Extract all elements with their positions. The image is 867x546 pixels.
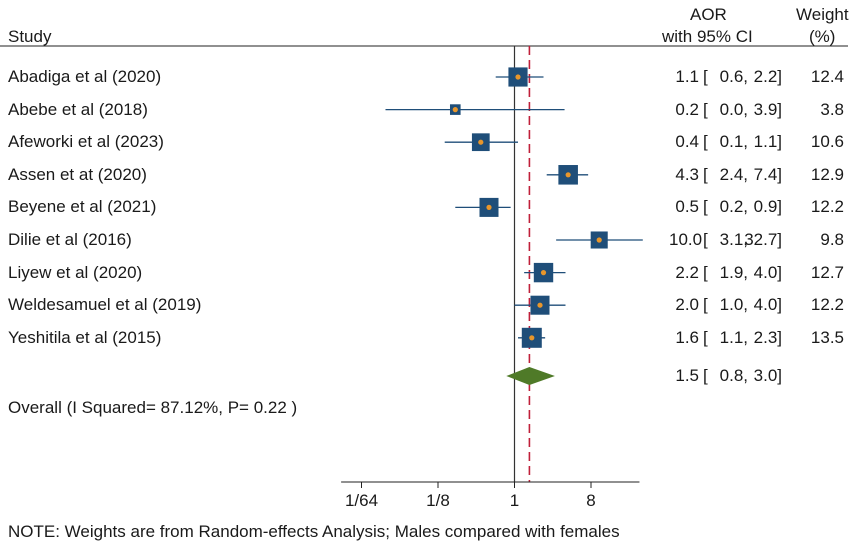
study-column-header: Study <box>8 27 52 46</box>
study-ci-lower: 0.1, <box>719 132 748 152</box>
study-aor: 1.6 <box>675 327 699 347</box>
study-name: Weldesamuel et al (2019) <box>8 295 202 315</box>
study-weight: 12.9 <box>810 164 844 184</box>
study-name: Yeshitila et al (2015) <box>8 327 162 347</box>
study-ci-upper: 4.0] <box>753 295 782 315</box>
study-ci-lower: 1.0, <box>719 295 748 315</box>
study-ci-bracket: [ <box>703 295 708 315</box>
study-ci-bracket: [ <box>703 262 708 282</box>
study-ci-bracket: [ <box>703 327 708 347</box>
study-ci-bracket: [ <box>703 230 708 249</box>
overall-aor: 1.5 <box>675 366 699 385</box>
overall-lower: 0.8, <box>719 366 748 385</box>
study-weight: 10.6 <box>810 132 844 152</box>
study-aor: 2.2 <box>675 262 699 282</box>
point-estimate <box>596 237 602 243</box>
study-aor: 4.3 <box>675 164 699 184</box>
study-ci-lower: 0.2, <box>719 197 748 217</box>
aor-header-line2: with 95% CI <box>662 27 753 46</box>
x-tick-label: 1/64 <box>345 491 378 510</box>
study-weight: 13.5 <box>810 327 844 347</box>
study-weight: 12.2 <box>810 197 844 217</box>
point-estimate <box>565 172 571 178</box>
overall-label: Overall (I Squared= 87.12%, P= 0.22 ) <box>8 398 298 417</box>
study-ci-upper: 7.4] <box>753 164 782 184</box>
point-estimate <box>529 335 535 341</box>
study-weight: 9.8 <box>820 230 844 249</box>
study-ci-bracket: [ <box>703 132 708 152</box>
study-weight: 3.8 <box>820 99 844 119</box>
study-aor: 1.1 <box>675 67 699 86</box>
overall-diamond <box>506 367 555 385</box>
study-aor: 10.0 <box>669 230 703 249</box>
study-ci-upper: 32.7] <box>744 230 782 249</box>
footnote: NOTE: Weights are from Random-effects An… <box>8 522 620 541</box>
study-ci-lower: 0.6, <box>719 67 748 86</box>
study-name: Dilie et al (2016) <box>8 230 132 249</box>
study-ci-lower: 2.4, <box>719 164 748 184</box>
point-estimate <box>452 107 458 113</box>
point-estimate <box>486 204 492 210</box>
study-name: Liyew et al (2020) <box>8 262 143 282</box>
study-aor: 0.4 <box>675 132 699 152</box>
study-ci-bracket: [ <box>703 197 708 217</box>
study-ci-upper: 3.9] <box>753 99 782 119</box>
study-ci-bracket: [ <box>703 67 708 86</box>
study-ci-lower: 0.0, <box>719 99 748 119</box>
aor-header-line1: AOR <box>690 5 727 24</box>
point-estimate <box>540 270 547 276</box>
x-tick-label: 1 <box>510 491 519 510</box>
x-tick-label: 8 <box>586 491 595 510</box>
study-name: Abebe et al (2018) <box>8 99 148 119</box>
study-weight: 12.2 <box>810 295 844 315</box>
weight-header-line2: (%) <box>809 27 836 46</box>
study-ci-bracket: [ <box>703 99 708 119</box>
point-estimate <box>537 302 543 308</box>
overall-bracket: [ <box>703 366 708 385</box>
point-estimate <box>478 139 484 145</box>
study-ci-upper: 1.1] <box>753 132 782 152</box>
study-ci-lower: 1.1, <box>719 327 748 347</box>
study-ci-upper: 2.3] <box>753 327 782 347</box>
x-tick-label: 1/8 <box>426 491 450 510</box>
study-ci-lower: 3.1, <box>719 230 748 249</box>
study-aor: 0.2 <box>675 99 699 119</box>
study-name: Beyene et al (2021) <box>8 197 157 217</box>
study-ci-upper: 4.0] <box>753 262 782 282</box>
overall-upper: 3.0] <box>753 366 782 385</box>
weight-header-line1: Weight <box>796 5 849 24</box>
study-name: Assen et at (2020) <box>8 164 147 184</box>
study-name: Abadiga et al (2020) <box>8 67 162 86</box>
study-aor: 0.5 <box>675 197 699 217</box>
study-ci-lower: 1.9, <box>719 262 748 282</box>
study-aor: 2.0 <box>675 295 699 315</box>
study-weight: 12.4 <box>810 67 844 86</box>
study-name: Afeworki et al (2023) <box>8 132 164 152</box>
study-weight: 12.7 <box>810 262 844 282</box>
study-ci-upper: 0.9] <box>753 197 782 217</box>
study-ci-upper: 2.2] <box>753 67 782 86</box>
study-ci-bracket: [ <box>703 164 708 184</box>
point-estimate <box>515 74 521 80</box>
